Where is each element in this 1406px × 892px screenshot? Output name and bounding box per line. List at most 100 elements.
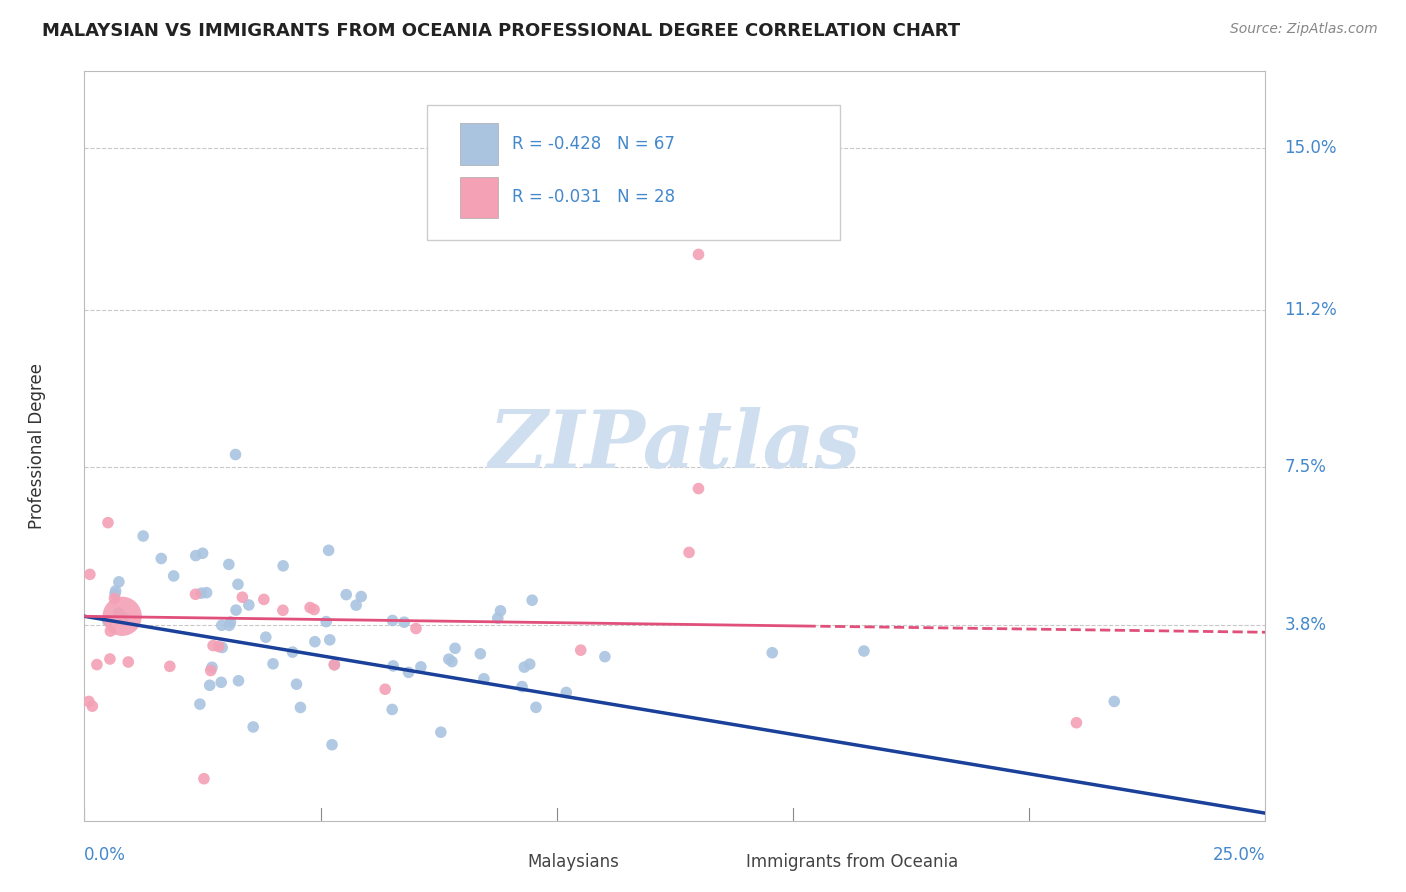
Point bbox=[228, 673, 250, 688]
Point bbox=[132, 529, 155, 543]
Point bbox=[472, 672, 495, 686]
Point bbox=[315, 615, 337, 629]
Point bbox=[323, 657, 346, 672]
Point bbox=[208, 640, 231, 654]
Point bbox=[489, 604, 512, 618]
Point bbox=[1066, 715, 1088, 730]
Point bbox=[444, 641, 467, 656]
Point bbox=[97, 516, 120, 530]
Point bbox=[103, 591, 125, 606]
Point bbox=[195, 585, 218, 599]
Point bbox=[321, 738, 343, 752]
Point bbox=[430, 725, 453, 739]
Point bbox=[678, 545, 700, 559]
Point bbox=[254, 630, 277, 644]
Text: ZIPatlas: ZIPatlas bbox=[489, 408, 860, 484]
Point bbox=[211, 640, 233, 655]
Point bbox=[198, 678, 221, 692]
Point bbox=[470, 647, 492, 661]
Point bbox=[688, 482, 710, 496]
Point bbox=[304, 634, 326, 648]
Point bbox=[191, 546, 214, 560]
Point bbox=[190, 586, 212, 600]
Point bbox=[405, 622, 427, 636]
Point bbox=[381, 614, 404, 628]
Point bbox=[335, 588, 357, 602]
Point bbox=[1102, 694, 1125, 708]
Text: Professional Degree: Professional Degree bbox=[28, 363, 46, 529]
Point bbox=[437, 652, 460, 666]
Point bbox=[271, 558, 294, 573]
Point bbox=[318, 543, 340, 558]
Point bbox=[201, 660, 224, 674]
Point bbox=[211, 618, 233, 632]
Point bbox=[97, 614, 120, 628]
Point bbox=[271, 603, 294, 617]
FancyBboxPatch shape bbox=[460, 123, 498, 165]
Point bbox=[117, 655, 139, 669]
Point bbox=[398, 665, 420, 680]
Point bbox=[409, 660, 432, 674]
Point bbox=[218, 618, 240, 632]
Point bbox=[392, 615, 415, 630]
Point bbox=[290, 700, 312, 714]
Point bbox=[238, 598, 260, 612]
Point bbox=[79, 567, 101, 582]
Point bbox=[231, 591, 253, 605]
Text: 15.0%: 15.0% bbox=[1284, 139, 1337, 157]
Text: 11.2%: 11.2% bbox=[1284, 301, 1337, 318]
Point bbox=[381, 702, 404, 716]
Point bbox=[225, 603, 247, 617]
Point bbox=[569, 643, 592, 657]
Point bbox=[209, 675, 232, 690]
Point bbox=[319, 632, 342, 647]
Point bbox=[108, 574, 131, 589]
Text: MALAYSIAN VS IMMIGRANTS FROM OCEANIA PROFESSIONAL DEGREE CORRELATION CHART: MALAYSIAN VS IMMIGRANTS FROM OCEANIA PRO… bbox=[42, 22, 960, 40]
Point bbox=[486, 611, 509, 625]
Point bbox=[852, 644, 875, 658]
Point bbox=[323, 657, 346, 672]
Point bbox=[519, 657, 541, 672]
Point bbox=[344, 598, 367, 612]
Point bbox=[202, 639, 225, 653]
Point bbox=[82, 699, 104, 714]
Point bbox=[86, 657, 108, 672]
Point bbox=[98, 624, 121, 638]
Point bbox=[555, 685, 578, 699]
Point bbox=[159, 659, 181, 673]
FancyBboxPatch shape bbox=[427, 105, 841, 240]
Point bbox=[350, 590, 373, 604]
Point bbox=[108, 606, 131, 620]
Text: 3.8%: 3.8% bbox=[1284, 615, 1326, 634]
Point bbox=[77, 694, 100, 708]
Point bbox=[285, 677, 308, 691]
Text: Immigrants from Oceania: Immigrants from Oceania bbox=[745, 853, 957, 871]
Point bbox=[104, 587, 127, 601]
Point bbox=[193, 772, 215, 786]
Point bbox=[281, 645, 304, 659]
Point bbox=[184, 549, 207, 563]
Point bbox=[200, 664, 222, 678]
Point bbox=[226, 577, 249, 591]
Point bbox=[510, 680, 533, 694]
Point bbox=[225, 448, 247, 462]
Point bbox=[104, 583, 127, 598]
FancyBboxPatch shape bbox=[460, 177, 498, 218]
Point bbox=[593, 649, 616, 664]
Text: 0.0%: 0.0% bbox=[84, 847, 127, 864]
Point bbox=[150, 551, 173, 566]
FancyBboxPatch shape bbox=[699, 845, 731, 879]
Point bbox=[262, 657, 284, 671]
FancyBboxPatch shape bbox=[479, 845, 513, 879]
Point bbox=[188, 697, 211, 711]
Point bbox=[382, 659, 405, 673]
Point bbox=[302, 602, 325, 616]
Point bbox=[299, 600, 322, 615]
Point bbox=[513, 660, 536, 674]
Text: 25.0%: 25.0% bbox=[1213, 847, 1265, 864]
Point bbox=[163, 569, 186, 583]
Text: Malaysians: Malaysians bbox=[527, 853, 619, 871]
Text: Source: ZipAtlas.com: Source: ZipAtlas.com bbox=[1230, 22, 1378, 37]
Point bbox=[98, 652, 121, 666]
Point bbox=[219, 615, 242, 629]
